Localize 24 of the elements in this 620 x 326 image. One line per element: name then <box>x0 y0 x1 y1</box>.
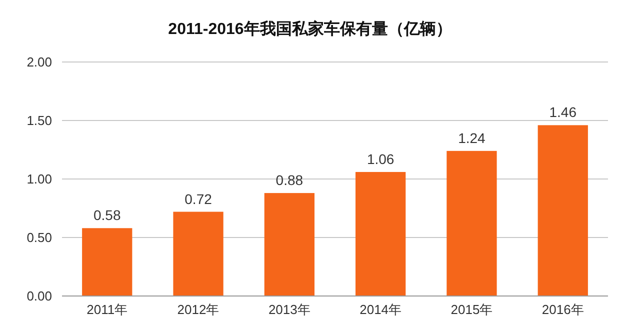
data-label: 0.58 <box>93 207 121 224</box>
bar <box>356 172 406 296</box>
x-tick-label: 2015年 <box>450 302 493 317</box>
bar <box>538 125 588 296</box>
data-label: 1.24 <box>458 130 486 146</box>
y-tick-label: 0.50 <box>26 230 52 246</box>
data-label: 1.06 <box>366 150 394 167</box>
y-tick-label: 2.00 <box>26 54 52 70</box>
bar <box>264 193 314 296</box>
data-label: 0.88 <box>276 172 304 188</box>
bar <box>82 228 132 296</box>
x-tick-label: 2016年 <box>542 302 584 317</box>
y-tick-label: 1.00 <box>26 172 52 187</box>
data-label: 1.46 <box>549 104 577 120</box>
x-tick-label: 2014年 <box>360 302 402 317</box>
data-label: 0.72 <box>184 190 212 207</box>
x-tick-label: 2012年 <box>177 302 220 317</box>
bar <box>173 212 224 296</box>
y-tick-label: 0.00 <box>26 288 52 304</box>
x-tick-label: 2011年 <box>86 302 128 317</box>
chart-title: 2011-2016年我国私家车保有量（亿辆） <box>168 19 452 38</box>
y-tick-label: 1.50 <box>26 113 52 128</box>
bar <box>446 150 497 296</box>
x-tick-label: 2013年 <box>268 302 310 317</box>
